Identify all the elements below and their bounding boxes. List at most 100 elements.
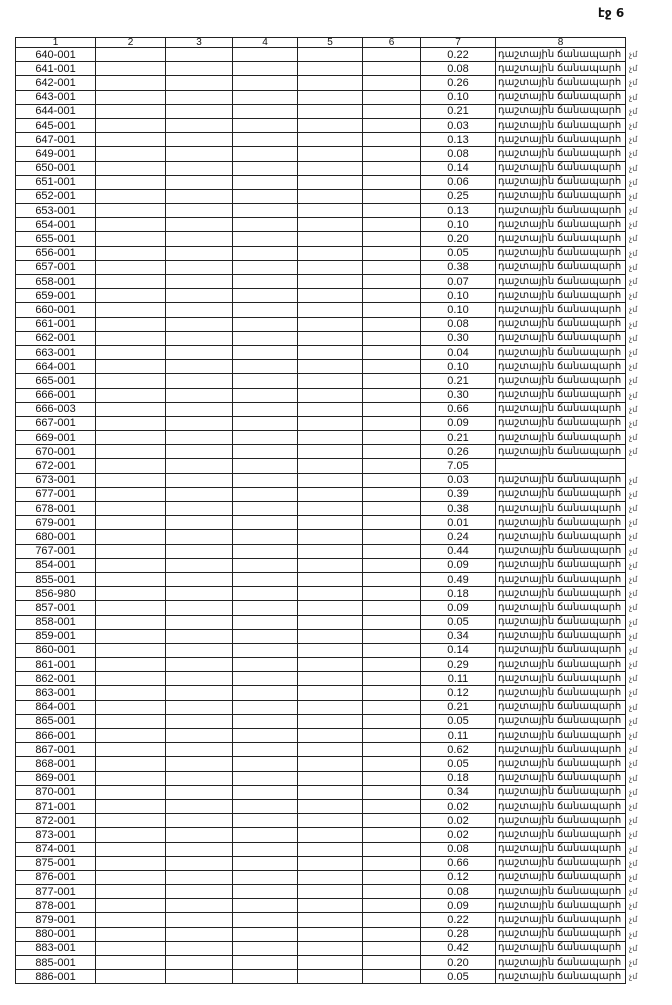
- land-use-text: դաշտային ճանապարհ: [498, 218, 622, 230]
- table-row: 859-001 0.34 դաշտային ճանապարհ չմ: [15, 628, 637, 644]
- parcel-code: 642-001: [15, 75, 96, 91]
- land-use-text: դաշտային ճանապարհ: [498, 91, 622, 103]
- land-use-text: դաշտային ճանապարհ: [498, 772, 622, 784]
- land-use-cell: դաշտային ճանապարհ չմ: [495, 217, 637, 233]
- empty-cell: [232, 117, 298, 134]
- empty-cell: [232, 798, 298, 815]
- land-use-text: դաշտային ճանապարհ: [498, 828, 622, 840]
- margin-note: չմ: [629, 617, 638, 627]
- empty-cell: [362, 472, 421, 488]
- area-value: 0.13: [420, 132, 496, 148]
- empty-cell: [165, 458, 233, 474]
- header-cell: 6: [362, 37, 421, 48]
- table-row: 868-001 0.05 դաշտային ճանապարհ չմ: [15, 756, 637, 772]
- table-row: 872-001 0.02 դաշտային ճանապարհ չմ: [15, 813, 637, 829]
- area-value: 0.62: [420, 742, 496, 758]
- margin-note: չմ: [629, 504, 638, 513]
- table-row: 879-001 0.22 դաշտային ճանապարհ չմ: [15, 912, 637, 928]
- parcel-code: 872-001: [15, 813, 96, 829]
- land-use-text: դաշտային ճանապարհ: [498, 814, 622, 826]
- empty-cell: [165, 827, 233, 843]
- empty-cell: [362, 969, 421, 985]
- area-value: 0.10: [420, 288, 496, 304]
- margin-note: չմ: [629, 362, 638, 372]
- margin-note: չմ: [629, 390, 638, 400]
- empty-cell: [297, 486, 363, 503]
- table-row: 886-001 0.05 դաշտային ճանապարհ չմ: [15, 969, 637, 985]
- land-use-text: դաշտային ճանապարհ: [498, 530, 622, 542]
- land-use-text: դաշտային ճանապարհ: [498, 914, 622, 926]
- margin-note: չմ: [629, 518, 638, 528]
- empty-cell: [362, 46, 421, 63]
- land-use-cell: դաշտային ճանապարհ չմ: [495, 912, 637, 928]
- area-value: 0.06: [420, 174, 496, 190]
- empty-cell: [362, 203, 421, 219]
- empty-cell: [297, 600, 363, 616]
- empty-cell: [165, 642, 233, 659]
- empty-cell: [362, 160, 421, 176]
- empty-cell: [95, 188, 166, 205]
- land-use-cell: դաշտային ճանապարհ չմ: [495, 571, 637, 588]
- empty-cell: [165, 614, 233, 630]
- empty-cell: [165, 344, 233, 361]
- empty-cell: [362, 61, 421, 77]
- empty-cell: [95, 600, 166, 616]
- land-use-cell: դաշտային ճանապարհ չմ: [495, 75, 637, 91]
- parcel-code: 659-001: [15, 288, 96, 304]
- parcel-code: 875-001: [15, 855, 96, 871]
- area-value: 0.08: [420, 61, 496, 77]
- empty-cell: [362, 571, 421, 588]
- margin-note: չմ: [629, 589, 638, 599]
- empty-cell: [297, 316, 363, 332]
- parcel-code: 679-001: [15, 515, 96, 531]
- empty-cell: [232, 543, 298, 559]
- margin-note: չմ: [629, 532, 638, 542]
- empty-cell: [297, 784, 363, 800]
- margin-note: չմ: [629, 248, 638, 258]
- empty-cell: [297, 642, 363, 659]
- land-use-cell: դաշտային ճանապարհ չմ: [495, 898, 637, 914]
- table-row: 677-001 0.39 դաշտային ճանապարհ չմ: [15, 486, 637, 503]
- land-use-cell: դաշտային ճանապարհ չմ: [495, 330, 637, 346]
- area-value: 0.20: [420, 954, 496, 971]
- land-use-cell: դաշտային ճանապարհ չմ: [495, 373, 637, 389]
- land-use-text: դաշտային ճանապարհ: [498, 757, 622, 769]
- empty-cell: [232, 685, 298, 701]
- empty-cell: [165, 628, 233, 644]
- land-use-text: դաշտային ճանապարհ: [498, 403, 622, 415]
- land-use-cell: դաշտային ճանապարհ չմ: [495, 46, 637, 63]
- empty-cell: [362, 259, 421, 276]
- area-value: 0.01: [420, 515, 496, 531]
- area-value: 0.09: [420, 600, 496, 616]
- empty-cell: [95, 444, 166, 460]
- empty-cell: [165, 571, 233, 588]
- land-use-cell: [495, 458, 626, 474]
- table-row: 871-001 0.02 դաշտային ճանապարհ չմ: [15, 798, 637, 815]
- land-use-cell: դաշտային ճանապարհ չմ: [495, 146, 637, 162]
- parcel-code: 873-001: [15, 827, 96, 843]
- empty-cell: [95, 884, 166, 900]
- empty-cell: [165, 359, 233, 375]
- empty-cell: [95, 46, 166, 63]
- land-use-cell: դաշտային ճանապարհ չմ: [495, 969, 637, 985]
- empty-cell: [95, 89, 166, 105]
- empty-cell: [297, 401, 363, 417]
- empty-cell: [95, 373, 166, 389]
- empty-cell: [165, 316, 233, 332]
- land-use-text: դաշտային ճանապարհ: [498, 800, 622, 812]
- land-use-text: դաշտային ճանապարհ: [498, 303, 622, 315]
- empty-cell: [362, 486, 421, 503]
- table-row: 866-001 0.11 դաշտային ճանապարհ չմ: [15, 727, 637, 744]
- empty-cell: [165, 75, 233, 91]
- empty-cell: [297, 46, 363, 63]
- empty-cell: [165, 500, 233, 517]
- margin-note: չմ: [629, 64, 638, 74]
- parcel-code: 665-001: [15, 373, 96, 389]
- area-value: 0.34: [420, 784, 496, 800]
- table-row: 870-001 0.34 դաշտային ճանապարհ չմ: [15, 784, 637, 800]
- margin-note: չմ: [629, 206, 638, 216]
- table-row: 679-001 0.01 դաշտային ճանապարհ չմ: [15, 515, 637, 531]
- margin-note: չմ: [629, 305, 638, 315]
- parcel-code: 861-001: [15, 657, 96, 673]
- table-row: 880-001 0.28 դաշտային ճանապարհ չմ: [15, 926, 637, 942]
